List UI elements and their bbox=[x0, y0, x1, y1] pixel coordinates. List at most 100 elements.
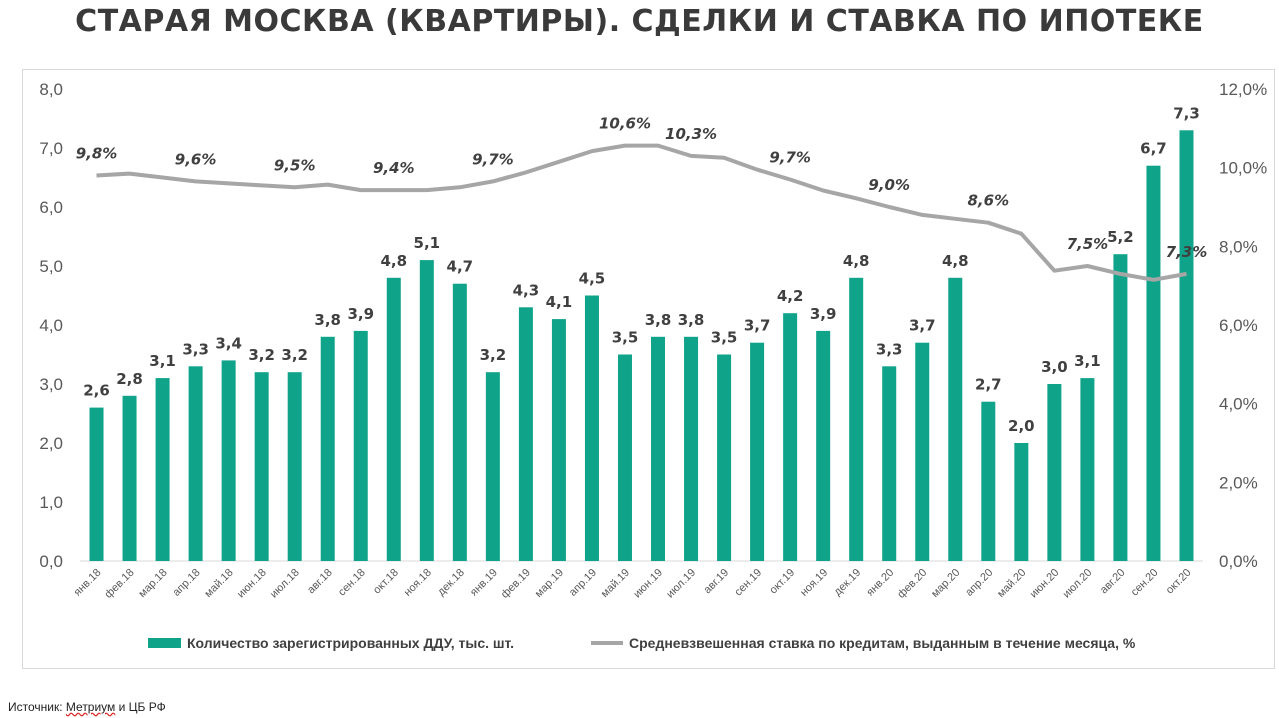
bar bbox=[287, 372, 302, 561]
bar-value-label: 5,2 bbox=[1107, 228, 1134, 246]
bar-value-label: 3,8 bbox=[678, 311, 705, 329]
bar bbox=[617, 354, 632, 561]
x-axis-tick-label: май.19 bbox=[599, 567, 632, 600]
right-axis-tick-label: 4,0% bbox=[1219, 395, 1258, 414]
line-value-label: 9,4% bbox=[373, 159, 415, 177]
x-axis-tick-label: сен.18 bbox=[336, 567, 368, 599]
bar bbox=[684, 336, 699, 561]
x-axis-tick-label: ноя.18 bbox=[402, 567, 434, 599]
bar bbox=[1014, 443, 1029, 561]
x-axis-tick-label: апр.18 bbox=[171, 567, 203, 599]
bar-value-label: 3,2 bbox=[281, 346, 308, 364]
line-data-labels: 9,8% 9,6% 9,5% 9,4% 9,7% 10,6% 10,3% 9,7% 9,0% 8,… bbox=[76, 115, 1208, 261]
bar-value-label: 3,5 bbox=[711, 329, 738, 347]
right-axis: 0,0% 2,0% 4,0% 6,0% 8,0% 10,0% 12,0% bbox=[1219, 80, 1267, 571]
x-axis-tick-label: июн.19 bbox=[631, 567, 665, 601]
bar-value-label: 3,2 bbox=[248, 346, 275, 364]
source-prefix: Источник: bbox=[8, 700, 66, 714]
x-axis-tick-label: май.20 bbox=[995, 567, 1028, 600]
right-axis-tick-label: 8,0% bbox=[1219, 237, 1258, 256]
bar-value-label: 4,7 bbox=[447, 258, 474, 276]
line-value-label: 10,3% bbox=[665, 125, 717, 143]
bar-value-label: 4,8 bbox=[843, 252, 870, 270]
left-axis-tick-label: 1,0 bbox=[39, 493, 63, 512]
combo-chart: 0,0 1,0 2,0 3,0 4,0 5,0 6,0 7,0 8,0 0,0% 2,0% 4,0%… bbox=[39, 80, 1267, 651]
bar bbox=[981, 401, 996, 561]
bar-value-label: 4,2 bbox=[777, 287, 804, 305]
bar-value-label: 3,9 bbox=[810, 305, 837, 323]
bar bbox=[419, 260, 434, 561]
bar bbox=[816, 330, 831, 561]
line-value-label: 9,8% bbox=[76, 145, 118, 163]
bar bbox=[915, 342, 930, 561]
bar-value-label: 3,3 bbox=[182, 340, 209, 358]
line-value-label: 8,6% bbox=[968, 192, 1010, 210]
bar-value-label: 4,5 bbox=[579, 270, 606, 288]
left-axis-tick-label: 6,0 bbox=[39, 198, 63, 217]
left-axis-tick-label: 8,0 bbox=[39, 80, 63, 99]
chart-title: СТАРАЯ МОСКВА (КВАРТИРЫ). СДЕЛКИ И СТАВК… bbox=[75, 4, 1204, 39]
bar-value-label: 6,7 bbox=[1140, 140, 1167, 158]
bar-value-label: 5,1 bbox=[414, 234, 441, 252]
legend: Количество зарегистрированных ДДУ, тыс. … bbox=[148, 635, 1136, 651]
x-axis-tick-label: фев.19 bbox=[499, 567, 533, 601]
line-value-label: 10,6% bbox=[599, 115, 651, 133]
bar-value-label: 3,7 bbox=[909, 317, 936, 335]
x-axis-tick-label: мар.20 bbox=[929, 567, 962, 600]
bar-value-label: 7,3 bbox=[1173, 104, 1200, 122]
bar-value-label: 3,7 bbox=[744, 317, 771, 335]
x-axis-tick-label: апр.19 bbox=[567, 567, 599, 599]
right-axis-tick-label: 6,0% bbox=[1219, 316, 1258, 335]
bar bbox=[89, 407, 104, 561]
bar bbox=[485, 372, 500, 561]
bar bbox=[155, 378, 170, 561]
bar bbox=[1146, 165, 1161, 561]
x-axis-tick-label: янв.19 bbox=[468, 567, 500, 599]
line-value-label: 9,5% bbox=[274, 156, 316, 174]
x-axis-tick-label: янв.18 bbox=[72, 567, 104, 599]
bar-value-label: 2,7 bbox=[975, 376, 1002, 394]
bar-value-label: 3,4 bbox=[215, 334, 242, 352]
bar bbox=[584, 295, 599, 561]
x-axis-tick-label: мар.19 bbox=[533, 567, 566, 600]
bar bbox=[122, 395, 137, 561]
line-value-label: 7,3% bbox=[1166, 243, 1208, 261]
bar-value-label: 2,8 bbox=[116, 370, 143, 388]
bar-value-label: 4,8 bbox=[942, 252, 969, 270]
bar bbox=[717, 354, 732, 561]
x-axis-tick-label: авг.18 bbox=[305, 567, 335, 597]
x-axis-tick-label: июл.20 bbox=[1061, 567, 1095, 601]
x-axis-tick-label: авг.20 bbox=[1098, 567, 1128, 597]
bar-value-label: 3,3 bbox=[876, 340, 903, 358]
left-axis-tick-label: 0,0 bbox=[39, 552, 63, 571]
bar-value-label: 4,8 bbox=[380, 252, 407, 270]
right-axis-tick-label: 0,0% bbox=[1219, 552, 1258, 571]
bar-value-label: 3,2 bbox=[480, 346, 507, 364]
line-value-label: 9,7% bbox=[769, 148, 811, 166]
x-axis-tick-label: мар.18 bbox=[136, 567, 169, 600]
source-metrium: Метриум bbox=[65, 700, 116, 714]
bar bbox=[353, 330, 368, 561]
x-axis-tick-label: ноя.19 bbox=[798, 567, 830, 599]
bar-value-label: 3,9 bbox=[347, 305, 374, 323]
x-axis-tick-label: окт.18 bbox=[371, 567, 401, 597]
x-axis-tick-label: июн.18 bbox=[235, 567, 269, 601]
x-axis-tick-label: май.18 bbox=[202, 567, 235, 600]
line-series bbox=[96, 143, 1187, 282]
chart-area: 0,0 1,0 2,0 3,0 4,0 5,0 6,0 7,0 8,0 0,0% 2,0% 4,0%… bbox=[22, 69, 1275, 669]
line-value-label: 7,5% bbox=[1067, 235, 1109, 253]
bar-value-label: 3,8 bbox=[314, 311, 341, 329]
bar bbox=[1113, 254, 1128, 561]
x-axis-tick-label: окт.19 bbox=[767, 567, 797, 597]
bar bbox=[188, 366, 203, 561]
bar bbox=[221, 360, 236, 561]
bar bbox=[518, 307, 533, 561]
legend-bar-swatch bbox=[148, 638, 181, 648]
bar bbox=[1047, 384, 1062, 561]
bar-value-label: 4,1 bbox=[546, 293, 573, 311]
bar bbox=[551, 319, 566, 561]
left-axis: 0,0 1,0 2,0 3,0 4,0 5,0 6,0 7,0 8,0 bbox=[39, 80, 63, 571]
right-axis-tick-label: 2,0% bbox=[1219, 473, 1258, 492]
bar bbox=[386, 277, 401, 561]
